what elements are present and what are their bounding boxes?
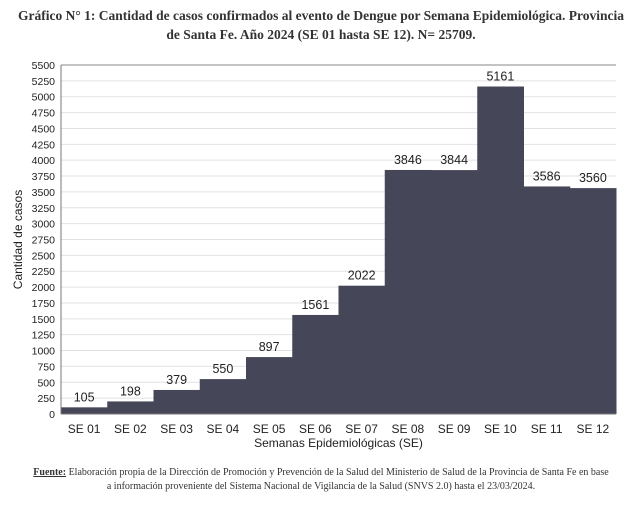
y-tick-label: 5500 — [32, 60, 56, 72]
x-tick-label: SE 01 — [68, 422, 101, 436]
data-label: 3560 — [579, 171, 607, 185]
bar-se-08 — [384, 169, 432, 414]
x-tick-label: SE 04 — [207, 422, 240, 436]
x-tick-label: SE 03 — [160, 422, 193, 436]
y-tick-label: 750 — [37, 361, 55, 373]
chart-footer: Fuente: Elaboración propia de la Direcci… — [0, 466, 642, 494]
y-tick-label: 1750 — [32, 298, 56, 310]
y-tick-label: 3000 — [32, 219, 56, 231]
x-axis-label: Semanas Epidemiológicas (SE) — [254, 436, 423, 450]
title-line-2: de Santa Fe. Año 2024 (SE 01 hasta SE 12… — [166, 27, 476, 42]
data-label: 1561 — [301, 298, 329, 312]
data-label: 550 — [212, 362, 233, 376]
data-label: 198 — [120, 384, 141, 398]
y-tick-label: 5000 — [32, 92, 56, 104]
y-tick-label: 4500 — [32, 123, 56, 135]
data-label: 3844 — [440, 153, 468, 167]
y-tick-label: 2500 — [32, 250, 56, 262]
source-label: Fuente: — [33, 467, 67, 478]
title-line-1: Gráfico N° 1: Cantidad de casos confirma… — [17, 8, 624, 23]
bar-se-12 — [569, 188, 617, 414]
data-label: 897 — [259, 340, 280, 354]
x-tick-label: SE 07 — [345, 422, 378, 436]
bar-se-03 — [153, 389, 201, 414]
y-tick-label: 3750 — [32, 171, 56, 183]
y-tick-label: 4250 — [32, 139, 56, 151]
data-label: 3846 — [394, 153, 422, 167]
y-tick-label: 4750 — [32, 108, 56, 120]
y-tick-label: 1000 — [32, 346, 56, 358]
y-tick-label: 2000 — [32, 282, 56, 294]
x-tick-label: SE 11 — [531, 422, 563, 436]
y-tick-label: 5250 — [32, 76, 56, 88]
y-tick-label: 1250 — [32, 330, 56, 342]
bar-se-04 — [199, 379, 247, 414]
bar-se-09 — [431, 170, 478, 414]
x-tick-label: SE 06 — [299, 422, 332, 436]
footer-line-2: a información proveniente del Sistema Na… — [106, 481, 536, 492]
bar-se-06 — [292, 314, 339, 414]
bar-se-10 — [477, 86, 524, 414]
x-tick-label: SE 10 — [484, 422, 517, 436]
bar-se-07 — [338, 285, 386, 414]
y-tick-label: 1500 — [32, 314, 56, 326]
bar-chart: 0 250 500 750 1000 1250 1500 1750 2000 2250 2500 27… — [11, 60, 617, 450]
y-tick-label: 500 — [37, 377, 55, 389]
bar-se-11 — [523, 186, 571, 414]
x-tick-label: SE 05 — [253, 422, 286, 436]
bar-se-01 — [61, 407, 108, 414]
data-label: 3586 — [533, 169, 561, 183]
x-tick-label: SE 02 — [114, 422, 147, 436]
y-tick-label: 3250 — [32, 203, 56, 215]
y-tick-label: 2750 — [32, 235, 56, 247]
y-tick-label: 2250 — [32, 266, 56, 278]
bar-se-05 — [246, 357, 293, 414]
x-tick-label: SE 09 — [438, 422, 471, 436]
chart-title: Gráfico N° 1: Cantidad de casos confirma… — [0, 6, 642, 44]
data-label: 2022 — [348, 269, 376, 283]
y-tick-label: 3500 — [32, 187, 56, 199]
x-tick-label: SE 12 — [577, 422, 610, 436]
footer-line-1: Elaboración propia de la Dirección de Pr… — [66, 467, 609, 478]
data-label: 379 — [166, 373, 187, 387]
y-tick-label: 4000 — [32, 155, 56, 167]
y-axis-label: Cantidad de casos — [11, 190, 25, 289]
y-tick-label: 250 — [37, 393, 55, 405]
y-tick-label: 0 — [49, 409, 55, 421]
bar-se-02 — [107, 401, 154, 414]
data-label: 105 — [74, 390, 95, 404]
data-label: 5161 — [486, 70, 514, 84]
x-tick-label: SE 08 — [392, 422, 425, 436]
